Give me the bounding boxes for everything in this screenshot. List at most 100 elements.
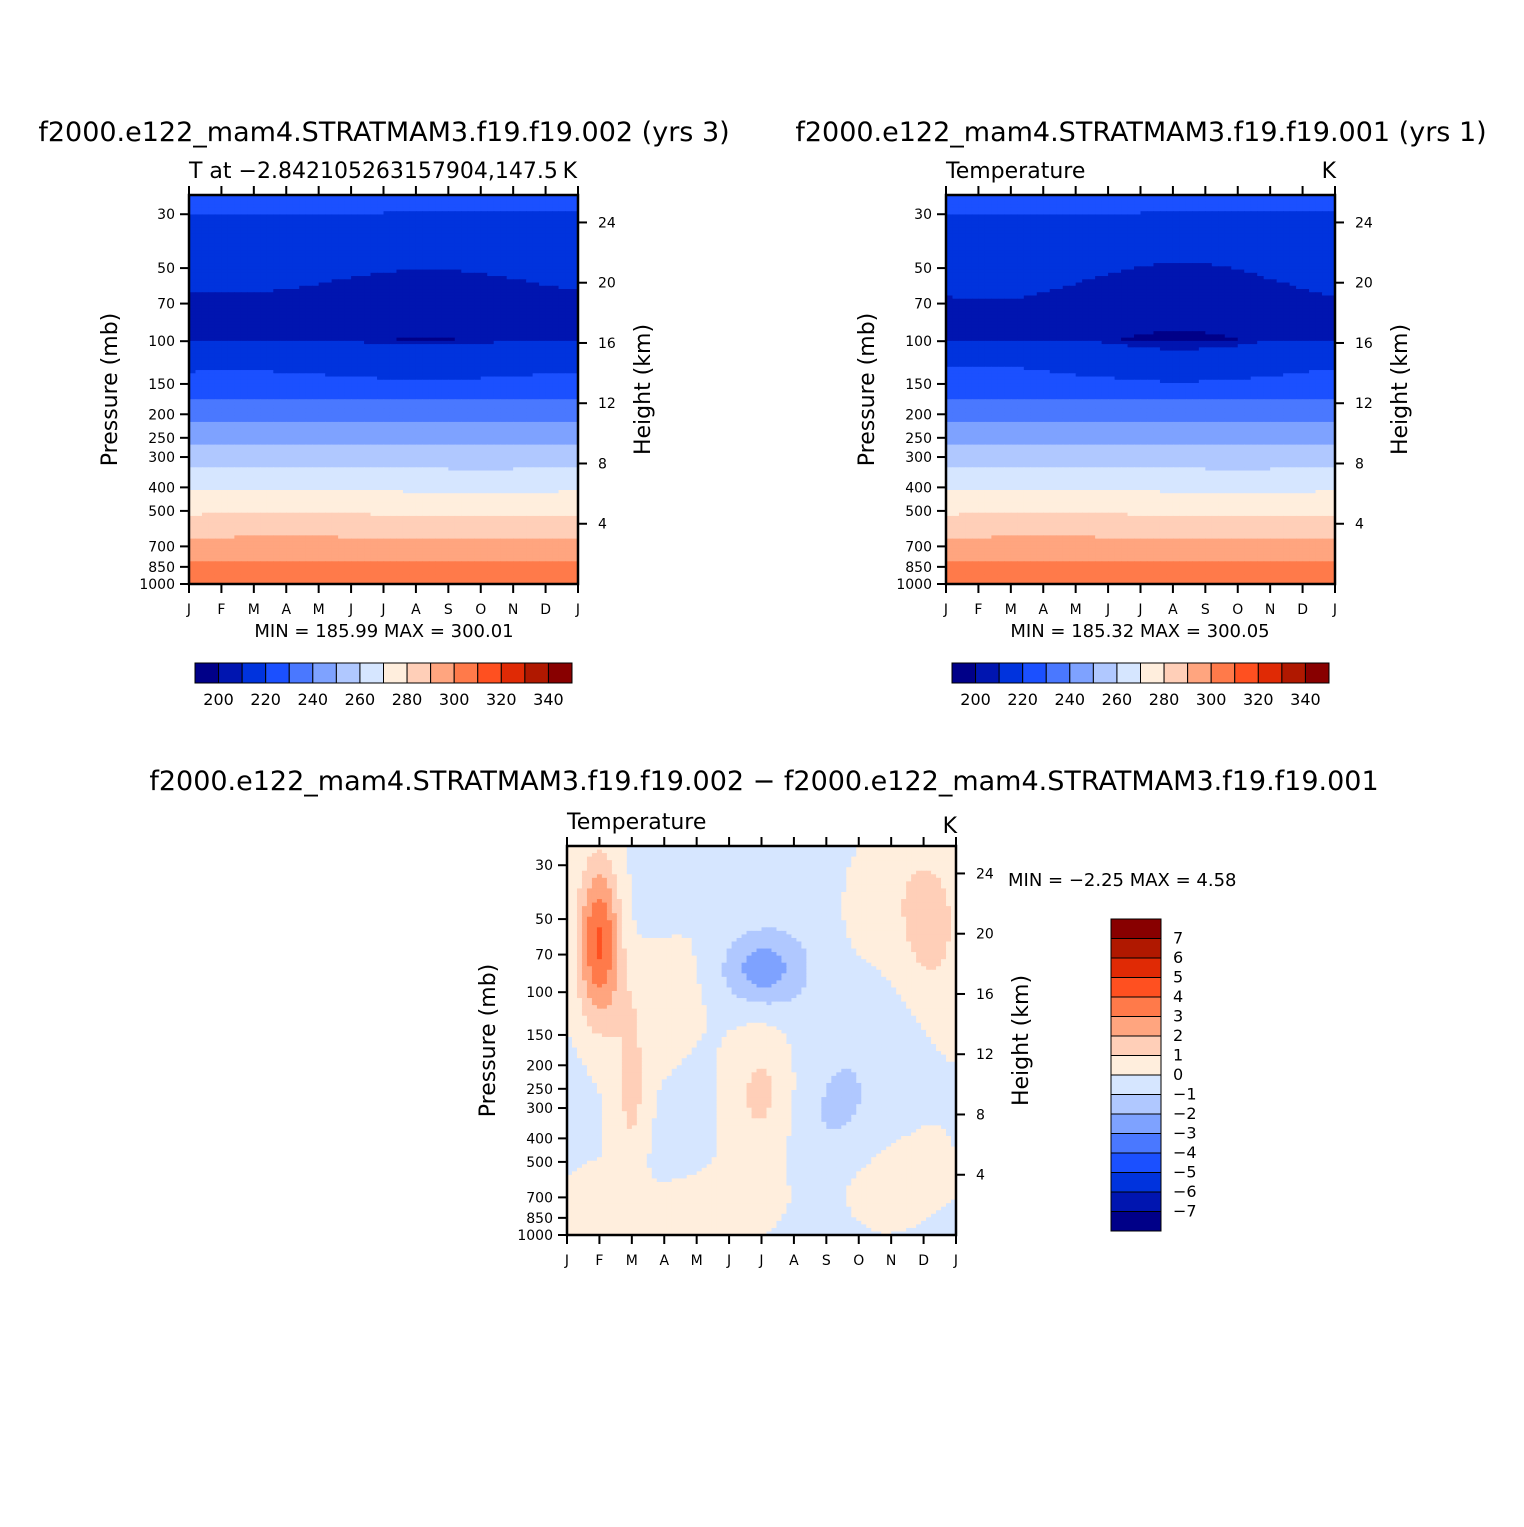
contour-cell: [571, 230, 578, 235]
contour-cell: [351, 195, 359, 199]
contour-cell: [532, 457, 540, 462]
contour-cell: [279, 389, 287, 394]
contour-cell: [377, 383, 385, 387]
contour-cell: [467, 227, 475, 232]
contour-cell: [331, 214, 339, 219]
contour-cell: [351, 350, 359, 355]
contour-cell: [409, 321, 417, 326]
contour-cell: [448, 292, 456, 297]
contour-cell: [351, 376, 359, 381]
contour-cell: [565, 399, 573, 404]
contour-cell: [364, 240, 372, 245]
contour-cell: [292, 259, 300, 264]
contour-cell: [532, 379, 540, 384]
contour-cell: [247, 233, 255, 238]
contour-cell: [565, 334, 573, 339]
contour-cell: [461, 376, 469, 381]
contour-cell: [480, 350, 488, 355]
contour-cell: [487, 324, 495, 329]
contour-cell: [279, 308, 287, 313]
contour-cell: [396, 334, 404, 339]
contour-cell: [377, 321, 385, 326]
contour-cell: [441, 350, 449, 355]
contour-cell: [305, 399, 313, 404]
contour-cell: [415, 272, 423, 277]
contour-cell: [266, 353, 274, 358]
contour-cell: [370, 269, 378, 274]
contour-cell: [448, 457, 456, 462]
contour-cell: [493, 269, 501, 274]
contour-cell: [331, 418, 339, 423]
contour-cell: [240, 373, 248, 378]
contour-cell: [467, 217, 475, 222]
contour-cell: [493, 246, 501, 251]
contour-cell: [513, 399, 521, 404]
contour-cell: [266, 240, 274, 245]
contour-cell: [558, 444, 566, 449]
contour-cell: [247, 441, 255, 446]
contour-cell: [506, 207, 514, 212]
contour-cell: [357, 444, 365, 449]
contour-cell: [266, 272, 274, 277]
contour-cell: [325, 376, 333, 381]
contour-cell: [273, 237, 281, 241]
contour-cell: [299, 370, 307, 374]
contour-cell: [221, 282, 229, 287]
contour-cell: [273, 434, 281, 439]
contour-cell: [370, 421, 378, 426]
contour-cell: [351, 285, 359, 290]
contour-cell: [208, 214, 216, 219]
contour-cell: [409, 412, 417, 417]
contour-cell: [389, 350, 398, 355]
contour-cell: [558, 259, 566, 264]
contour-cell: [448, 340, 456, 345]
contour-cell: [351, 198, 359, 203]
contour-cell: [266, 363, 274, 368]
contour-cell: [513, 230, 521, 235]
contour-cell: [344, 266, 352, 271]
contour-cell: [558, 457, 566, 462]
contour-cell: [448, 321, 456, 326]
contour-cell: [545, 266, 553, 271]
contour-cell: [292, 418, 300, 423]
contour-cell: [208, 211, 216, 216]
contour-cell: [331, 389, 339, 394]
contour-cell: [221, 259, 229, 264]
contour-cell: [338, 237, 346, 241]
contour-cell: [571, 207, 578, 212]
contour-cell: [305, 441, 313, 446]
contour-cell: [467, 441, 475, 446]
contour-cell: [409, 195, 417, 199]
contour-cell: [325, 298, 333, 303]
contour-cell: [435, 259, 443, 264]
contour-cell: [448, 434, 456, 439]
contour-cell: [448, 399, 456, 404]
contour-cell: [532, 195, 540, 199]
contour-cell: [273, 250, 281, 254]
contour-cell: [331, 344, 339, 348]
contour-cell: [513, 263, 521, 267]
contour-cell: [500, 434, 508, 439]
contour-cell: [461, 256, 469, 261]
contour-cell: [234, 311, 242, 316]
contour-cell: [331, 363, 339, 368]
contour-cell: [526, 217, 534, 222]
contour-cell: [370, 211, 378, 216]
contour-cell: [480, 295, 488, 300]
contour-cell: [545, 227, 553, 232]
contour-cell: [441, 340, 449, 345]
contour-cell: [357, 438, 365, 442]
contour-cell: [532, 217, 540, 222]
contour-cell: [500, 204, 508, 209]
contour-cell: [474, 269, 482, 274]
contour-cell: [201, 412, 210, 417]
contour-cell: [344, 230, 352, 235]
contour-cell: [247, 402, 255, 407]
contour-cell: [441, 256, 449, 261]
contour-cell: [221, 331, 229, 335]
contour-cell: [240, 198, 248, 203]
contour-cell: [461, 220, 469, 225]
contour-cell: [428, 402, 436, 407]
contour-cell: [493, 370, 501, 374]
contour-cell: [240, 237, 248, 241]
